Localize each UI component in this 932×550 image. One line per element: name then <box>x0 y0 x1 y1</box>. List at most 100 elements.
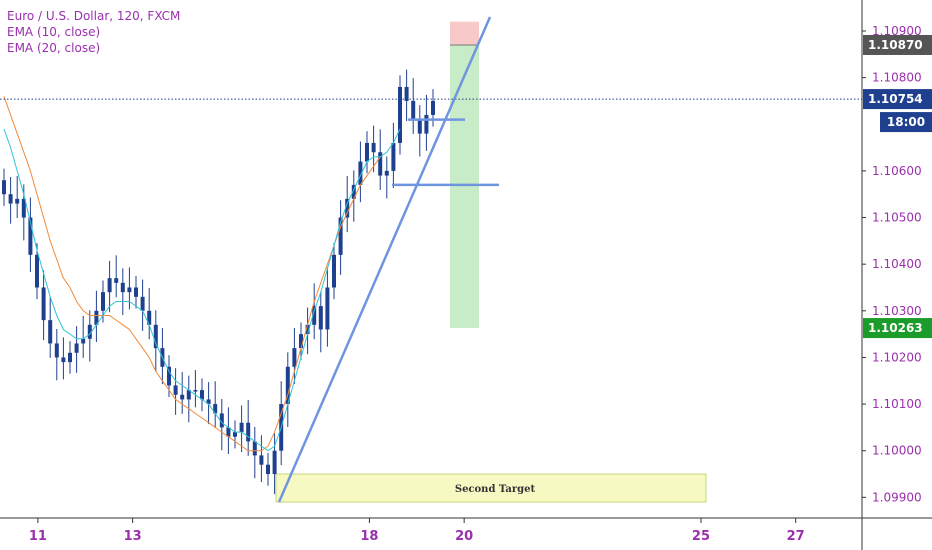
second-target-label: Second Target <box>455 484 536 495</box>
ema20-line <box>3 96 381 452</box>
candle-body <box>358 161 363 185</box>
stop-price-tag-bg <box>863 34 932 55</box>
candle-body <box>338 217 343 255</box>
candle-body <box>312 306 317 325</box>
ema-layer <box>3 96 401 452</box>
candle-body <box>114 278 119 283</box>
candle-body <box>299 334 303 349</box>
profit-zone <box>450 44 479 329</box>
y-tick-label: 1.09900 <box>872 490 922 504</box>
candle-body <box>94 310 99 325</box>
candle-body <box>28 217 33 255</box>
candle-body <box>259 455 264 465</box>
candle-body <box>219 413 224 428</box>
candle-body <box>120 282 125 293</box>
candle-body <box>41 287 46 321</box>
second-target-zone <box>275 473 707 503</box>
zones-layer: Second Target <box>275 21 707 503</box>
y-tick-label: 1.10500 <box>872 211 922 225</box>
x-tick-label: 20 <box>455 529 473 544</box>
candle-body <box>186 390 191 400</box>
y-tick-label: 1.10400 <box>872 257 922 271</box>
candle-body <box>292 348 297 367</box>
candle-body <box>345 198 350 218</box>
stop-loss-zone <box>450 21 479 45</box>
candles-layer <box>2 69 435 495</box>
candle-body <box>134 287 138 297</box>
candle-body <box>147 310 152 325</box>
candle-body <box>365 142 369 162</box>
y-tick-label: 1.10100 <box>872 397 922 411</box>
current-price-tag: 1.10754 <box>868 92 923 106</box>
candle-body <box>246 422 251 442</box>
candle-body <box>68 352 72 363</box>
candle-body <box>384 170 389 176</box>
candle-body <box>206 399 211 405</box>
stop-price-tag: 1.10870 <box>868 38 923 52</box>
x-tick-label: 27 <box>787 529 805 544</box>
candle-body <box>391 142 396 171</box>
candle-body <box>305 324 310 335</box>
legend-symbol: Euro / U.S. Dollar, 120, FXCM <box>7 9 181 23</box>
target-price-tag-bg <box>863 318 932 339</box>
candle-body <box>173 385 178 395</box>
x-tick-label: 11 <box>29 529 47 544</box>
candle-body <box>252 441 257 456</box>
legend-ema20: EMA (20, close) <box>7 41 101 55</box>
candle-body <box>101 292 105 311</box>
candle-body <box>378 152 383 176</box>
candle-body <box>54 343 59 358</box>
y-tick-label: 1.10200 <box>872 350 922 364</box>
trendline[interactable] <box>277 16 492 503</box>
candle-body <box>398 86 402 143</box>
target-price-tag: 1.10263 <box>868 321 923 335</box>
candle-body <box>61 357 66 363</box>
candle-body <box>424 114 429 134</box>
candle-body <box>200 390 204 400</box>
candle-body <box>266 464 270 475</box>
candle-body <box>127 287 132 293</box>
y-tick-label: 1.10900 <box>872 24 922 38</box>
candle-body <box>431 100 435 115</box>
drawings-layer <box>0 16 862 503</box>
candle-body <box>8 194 13 204</box>
candle-body <box>351 184 356 199</box>
candle-body <box>48 320 53 344</box>
y-tick-label: 1.10800 <box>872 71 922 85</box>
candle-body <box>371 142 376 153</box>
candle-body <box>180 394 185 400</box>
countdown-tag: 18:00 <box>887 115 925 129</box>
ema10-line <box>3 128 401 452</box>
candle-body <box>411 100 416 120</box>
candle-body <box>2 180 6 195</box>
candle-body <box>35 254 39 288</box>
legend-ema10: EMA (10, close) <box>7 25 101 39</box>
candle-body <box>140 296 145 311</box>
x-tick-label: 13 <box>124 529 142 544</box>
chart-legend: Euro / U.S. Dollar, 120, FXCM EMA (10, c… <box>7 8 180 56</box>
countdown-tag-bg <box>880 112 932 133</box>
x-tick-label: 25 <box>692 529 710 544</box>
candle-body <box>74 343 79 353</box>
candle-body <box>272 450 277 475</box>
candle-body <box>332 254 336 288</box>
candle-body <box>325 287 330 330</box>
y-tick-label: 1.10000 <box>872 444 922 458</box>
candle-body <box>318 306 323 330</box>
candle-body <box>107 278 112 293</box>
candle-body <box>417 119 422 134</box>
candle-body <box>285 366 290 405</box>
candle-body <box>153 324 158 349</box>
candle-body <box>167 366 171 386</box>
candle-body <box>226 427 231 437</box>
current-price-tag-bg <box>863 89 932 110</box>
y-tick-label: 1.10300 <box>872 304 922 318</box>
candle-body <box>233 432 237 437</box>
candle-body <box>87 324 92 339</box>
candle-body <box>404 86 409 101</box>
candle-body <box>21 198 26 218</box>
candle-body <box>239 422 244 433</box>
candle-body <box>81 338 86 344</box>
